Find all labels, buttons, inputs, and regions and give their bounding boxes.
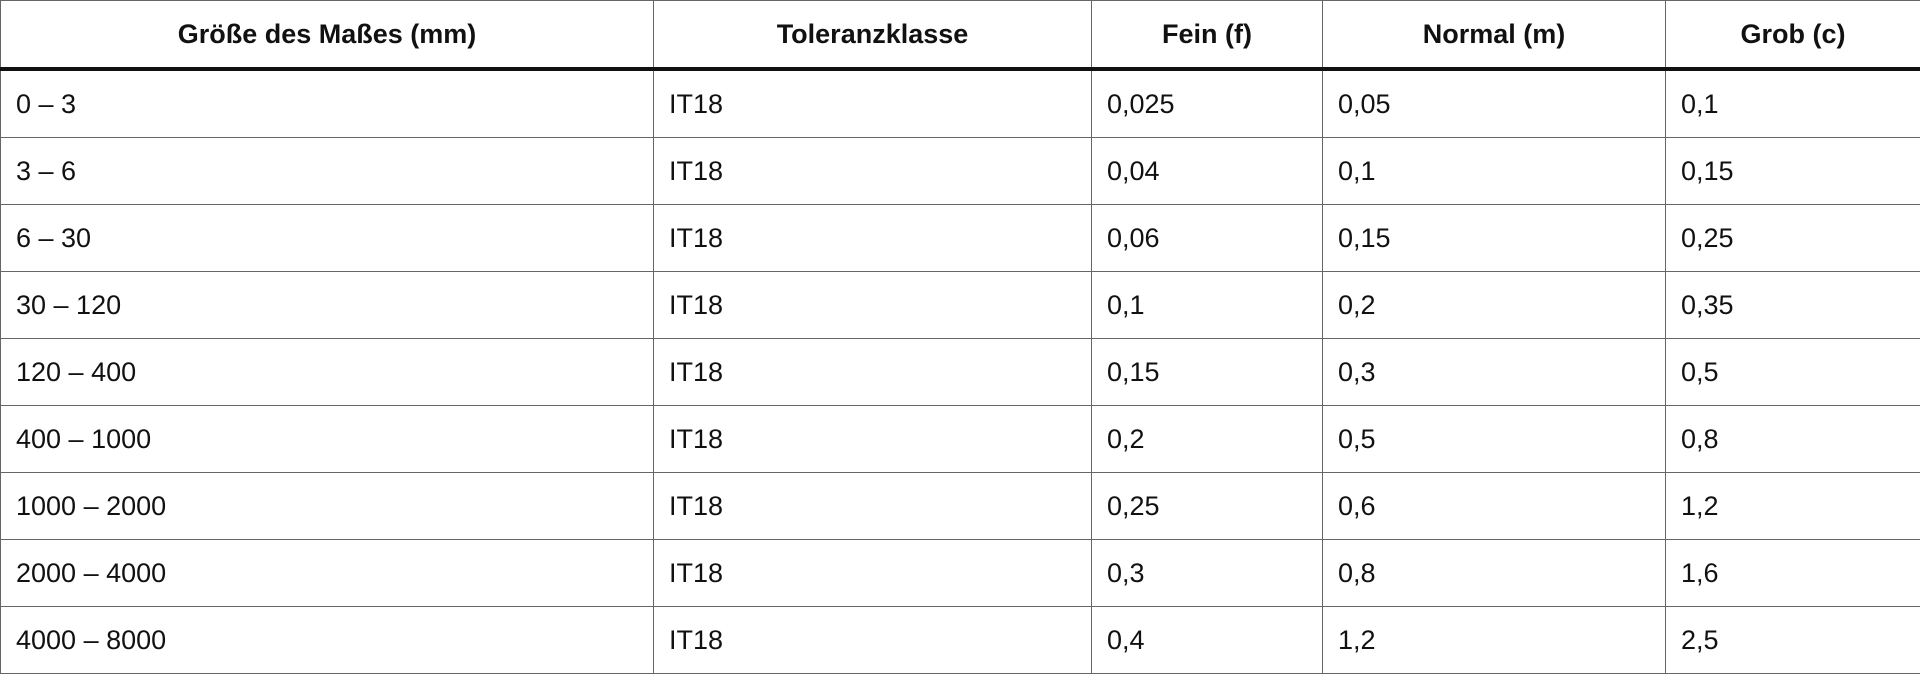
- table-row: 0 – 3 IT18 0,025 0,05 0,1: [0, 68, 1920, 138]
- table-cell: 1,6: [1665, 539, 1920, 607]
- table-cell: 0,15: [1091, 338, 1323, 406]
- table-cell: 1000 – 2000: [0, 472, 654, 540]
- table-cell: 0,06: [1091, 204, 1323, 272]
- table-row: 400 – 1000 IT18 0,2 0,5 0,8: [0, 405, 1920, 473]
- table-cell: 0,8: [1322, 539, 1666, 607]
- table-cell: 0,2: [1322, 271, 1666, 339]
- table-cell: 6 – 30: [0, 204, 654, 272]
- table-row: 3 – 6 IT18 0,04 0,1 0,15: [0, 137, 1920, 205]
- table-cell: 4000 – 8000: [0, 606, 654, 674]
- table-cell: 0,2: [1091, 405, 1323, 473]
- table-cell: 0,3: [1091, 539, 1323, 607]
- table-cell: 0 – 3: [0, 68, 654, 138]
- table-row: 30 – 120 IT18 0,1 0,2 0,35: [0, 271, 1920, 339]
- table-cell: 0,8: [1665, 405, 1920, 473]
- header-cell: Größe des Maßes (mm): [0, 0, 654, 71]
- table-cell: 0,6: [1322, 472, 1666, 540]
- header-cell: Normal (m): [1322, 0, 1666, 71]
- table-cell: 3 – 6: [0, 137, 654, 205]
- table-cell: IT18: [653, 271, 1092, 339]
- table-cell: 400 – 1000: [0, 405, 654, 473]
- header-row: Größe des Maßes (mm) Toleranzklasse Fein (…: [0, 0, 1920, 71]
- table-cell: 0,25: [1665, 204, 1920, 272]
- table-cell: 0,025: [1091, 68, 1323, 138]
- table-row: 120 – 400 IT18 0,15 0,3 0,5: [0, 338, 1920, 406]
- table-cell: IT18: [653, 405, 1092, 473]
- table-row: 4000 – 8000 IT18 0,4 1,2 2,5: [0, 606, 1920, 674]
- table-cell: 120 – 400: [0, 338, 654, 406]
- table-cell: 0,25: [1091, 472, 1323, 540]
- table-cell: 30 – 120: [0, 271, 654, 339]
- table-cell: IT18: [653, 606, 1092, 674]
- table-row: 1000 – 2000 IT18 0,25 0,6 1,2: [0, 472, 1920, 540]
- table-cell: IT18: [653, 68, 1092, 138]
- table-cell: IT18: [653, 539, 1092, 607]
- table-cell: 1,2: [1322, 606, 1666, 674]
- table-row: 2000 – 4000 IT18 0,3 0,8 1,6: [0, 539, 1920, 607]
- header-cell: Fein (f): [1091, 0, 1323, 71]
- table-cell: 0,04: [1091, 137, 1323, 205]
- table-cell: IT18: [653, 204, 1092, 272]
- header-cell: Grob (c): [1665, 0, 1920, 71]
- table-cell: 0,15: [1322, 204, 1666, 272]
- header-cell: Toleranzklasse: [653, 0, 1092, 71]
- table-cell: 0,1: [1665, 68, 1920, 138]
- table-cell: IT18: [653, 472, 1092, 540]
- table-cell: 2000 – 4000: [0, 539, 654, 607]
- table-cell: 2,5: [1665, 606, 1920, 674]
- table-cell: 0,4: [1091, 606, 1323, 674]
- table-cell: IT18: [653, 338, 1092, 406]
- table-row: 6 – 30 IT18 0,06 0,15 0,25: [0, 204, 1920, 272]
- table-cell: 0,5: [1322, 405, 1666, 473]
- table-cell: 1,2: [1665, 472, 1920, 540]
- table-cell: 0,05: [1322, 68, 1666, 138]
- table-cell: 0,1: [1322, 137, 1666, 205]
- table-cell: 0,15: [1665, 137, 1920, 205]
- table-cell: 0,35: [1665, 271, 1920, 339]
- table-cell: 0,3: [1322, 338, 1666, 406]
- table-cell: IT18: [653, 137, 1092, 205]
- table-cell: 0,5: [1665, 338, 1920, 406]
- table-cell: 0,1: [1091, 271, 1323, 339]
